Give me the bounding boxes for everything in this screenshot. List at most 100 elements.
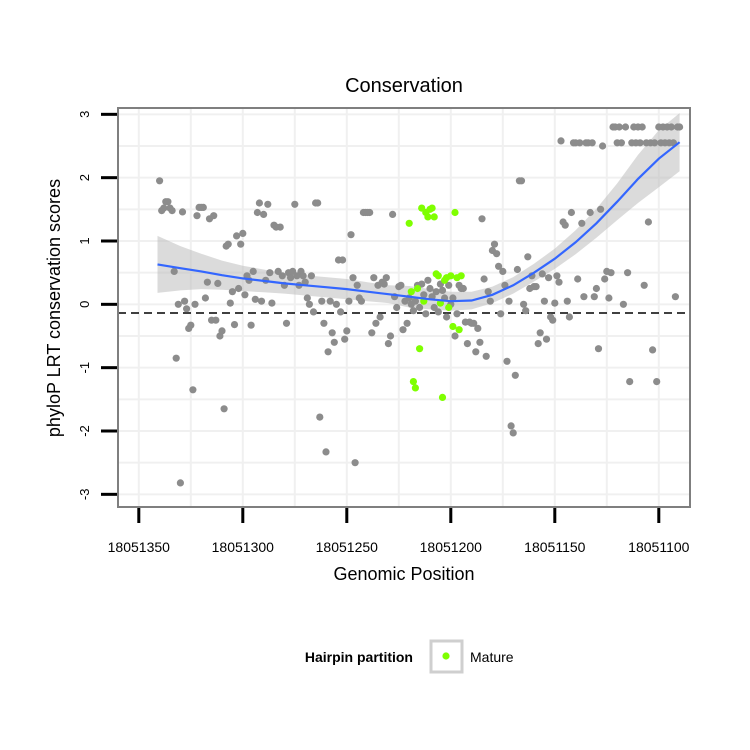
point-other <box>667 123 675 131</box>
point-mature <box>411 384 419 392</box>
point-other <box>517 177 526 185</box>
point-other <box>328 329 336 337</box>
point-other <box>644 218 653 226</box>
point-other <box>605 294 613 302</box>
point-other <box>357 297 365 305</box>
point-other <box>301 278 309 286</box>
point-other <box>549 316 557 324</box>
point-other <box>509 429 517 437</box>
point-other <box>565 313 574 321</box>
point-other <box>538 270 546 278</box>
point-other <box>156 177 164 185</box>
point-other <box>607 269 615 277</box>
point-other <box>580 293 588 301</box>
y-tick-label: 3 <box>77 111 92 118</box>
x-axis: 18051350 18051300 18051250 18051200 18051150… <box>108 508 690 555</box>
point-other <box>484 288 492 296</box>
point-other <box>490 240 499 248</box>
point-other <box>164 198 172 206</box>
legend: Hairpin partition Mature <box>305 639 514 674</box>
point-other <box>330 338 338 346</box>
point-other <box>476 338 484 346</box>
point-other <box>189 386 197 394</box>
point-other <box>326 297 334 305</box>
point-other <box>601 275 609 283</box>
point-other <box>416 303 424 312</box>
point-other <box>224 240 232 248</box>
point-other <box>384 340 392 348</box>
point-other <box>372 319 380 327</box>
point-other <box>432 288 440 296</box>
point-other <box>351 459 359 467</box>
point-other <box>366 208 374 217</box>
point-other <box>653 378 661 386</box>
point-other <box>316 413 324 421</box>
point-other <box>314 199 322 207</box>
point-other <box>438 286 447 294</box>
point-other <box>511 371 519 379</box>
point-other <box>617 139 626 147</box>
point-other <box>495 262 503 270</box>
point-other <box>386 332 395 340</box>
legend-label-mature: Mature <box>470 649 514 665</box>
point-other <box>199 203 207 211</box>
point-other <box>218 327 226 335</box>
point-other <box>503 357 511 365</box>
point-other <box>393 303 401 312</box>
point-other <box>592 284 601 293</box>
point-other <box>520 300 528 308</box>
smooth-line <box>157 141 681 303</box>
point-other <box>574 275 582 283</box>
point-other <box>422 310 430 318</box>
point-other <box>233 232 241 240</box>
point-other <box>507 422 515 430</box>
point-other <box>191 300 199 308</box>
point-mature <box>416 345 424 353</box>
point-other <box>307 272 315 280</box>
point-other <box>247 321 255 329</box>
point-other <box>299 272 307 280</box>
legend-title: Hairpin partition <box>305 649 413 665</box>
point-other <box>253 208 261 217</box>
point-other <box>212 316 220 324</box>
point-other <box>482 352 490 360</box>
point-other <box>170 267 178 275</box>
point-mature <box>451 208 459 217</box>
point-mature <box>424 213 432 221</box>
point-other <box>187 321 195 329</box>
y-tick-label: 2 <box>77 174 92 181</box>
x-tick-label: 18051300 <box>212 539 275 555</box>
point-other <box>276 223 284 231</box>
x-tick-label: 18051150 <box>524 539 585 555</box>
point-other <box>268 299 276 307</box>
point-other <box>320 319 328 327</box>
legend-key-mature <box>442 652 450 660</box>
point-other <box>576 139 584 147</box>
point-other <box>671 293 680 301</box>
point-other <box>590 293 598 301</box>
point-other <box>287 274 295 282</box>
x-tick-label: 18051350 <box>108 539 171 555</box>
x-tick-label: 18051200 <box>420 539 483 555</box>
point-other <box>445 281 453 289</box>
point-other <box>451 332 459 340</box>
point-other <box>178 208 187 216</box>
point-mature <box>434 272 442 280</box>
point-other <box>426 284 434 293</box>
point-mature <box>409 378 417 386</box>
point-other <box>443 313 451 321</box>
chart-title: Conservation <box>345 75 463 97</box>
point-other <box>370 274 378 282</box>
point-other <box>497 310 505 318</box>
panel-border <box>117 107 691 508</box>
x-tick-label: 18051250 <box>316 539 379 555</box>
point-other <box>578 219 586 227</box>
point-other <box>409 307 417 315</box>
point-other <box>621 123 630 131</box>
point-mature <box>407 288 415 296</box>
point-other <box>551 299 559 307</box>
point-mature <box>457 272 465 280</box>
point-other <box>624 269 632 277</box>
point-other <box>255 199 263 207</box>
point-other <box>540 297 549 305</box>
